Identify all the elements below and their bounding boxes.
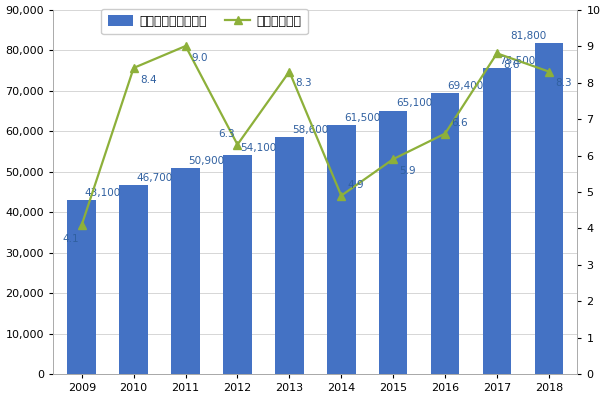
- Bar: [534, 43, 563, 374]
- 伸び率（％）: [285, 69, 293, 74]
- 伸び率（％）: [130, 65, 138, 70]
- Bar: [431, 93, 459, 374]
- 伸び率（％）: [78, 222, 85, 227]
- Text: 81,800: 81,800: [510, 31, 546, 41]
- Text: 5.9: 5.9: [399, 166, 416, 176]
- Bar: [119, 185, 148, 374]
- Text: 8.8: 8.8: [503, 60, 520, 70]
- Text: 9.0: 9.0: [191, 53, 208, 63]
- Text: 58,600: 58,600: [292, 125, 328, 135]
- Text: 8.4: 8.4: [140, 75, 156, 85]
- Text: 50,900: 50,900: [188, 156, 224, 166]
- Text: 4.9: 4.9: [347, 180, 364, 190]
- 伸び率（％）: [441, 131, 448, 136]
- Bar: [223, 155, 251, 374]
- Text: 75,500: 75,500: [499, 56, 536, 66]
- Text: 69,400: 69,400: [448, 81, 484, 91]
- Line: 伸び率（％）: 伸び率（％）: [78, 42, 553, 229]
- Text: 61,500: 61,500: [344, 113, 380, 123]
- Bar: [327, 125, 356, 374]
- Legend: 市場推計値（億円）, 伸び率（％）: 市場推計値（億円）, 伸び率（％）: [101, 8, 308, 34]
- Text: 6.6: 6.6: [451, 118, 468, 128]
- Bar: [483, 68, 511, 374]
- Text: 4.1: 4.1: [62, 234, 79, 244]
- Bar: [275, 137, 304, 374]
- 伸び率（％）: [338, 193, 345, 198]
- Text: 8.3: 8.3: [555, 78, 571, 88]
- 伸び率（％）: [234, 142, 241, 147]
- Text: 46,700: 46,700: [136, 173, 173, 183]
- Text: 65,100: 65,100: [396, 99, 432, 109]
- Text: 43,100: 43,100: [84, 188, 121, 198]
- 伸び率（％）: [182, 43, 189, 48]
- Bar: [67, 200, 96, 374]
- Text: 8.3: 8.3: [296, 78, 312, 88]
- 伸び率（％）: [545, 69, 553, 74]
- Text: 6.3: 6.3: [218, 129, 235, 139]
- Text: 54,100: 54,100: [240, 143, 276, 153]
- 伸び率（％）: [493, 51, 501, 56]
- Bar: [171, 168, 200, 374]
- Bar: [379, 111, 407, 374]
- 伸び率（％）: [390, 157, 397, 162]
